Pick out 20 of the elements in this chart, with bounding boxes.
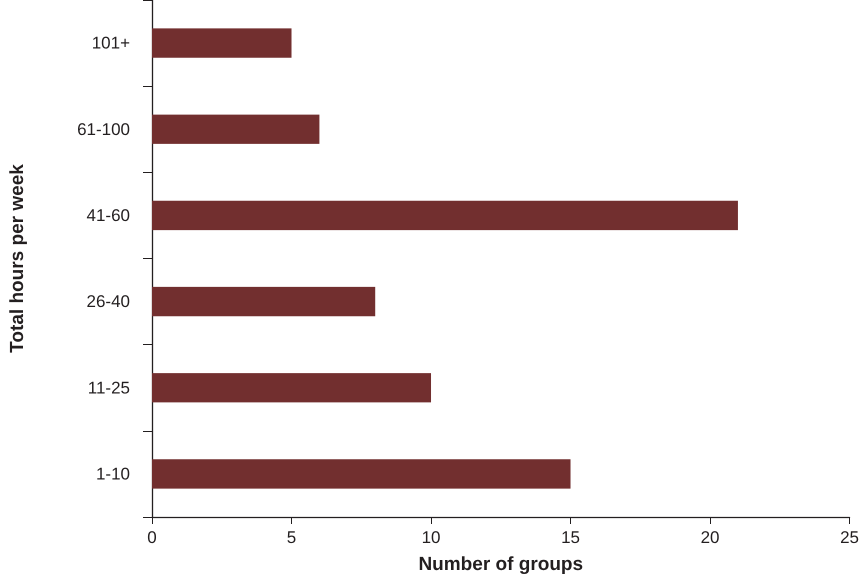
- x-tick-label: 10: [422, 528, 440, 547]
- y-tick-label: 11-25: [88, 378, 130, 398]
- y-tick-label: 26-40: [86, 292, 130, 312]
- x-tick-label: 15: [561, 528, 580, 547]
- bar: [152, 200, 738, 230]
- x-tick-label: 0: [147, 528, 157, 547]
- bar: [152, 114, 320, 144]
- bar: [152, 286, 376, 316]
- y-tick-label: 61-100: [77, 120, 130, 139]
- bar: [152, 28, 292, 58]
- y-axis-title: Total hours per week: [7, 164, 28, 353]
- bar: [152, 373, 432, 402]
- x-axis-title: Number of groups: [418, 554, 584, 575]
- x-tick-label: 20: [700, 528, 720, 547]
- bar: [152, 459, 571, 489]
- y-tick-label: 41-60: [86, 206, 130, 225]
- y-tick-label: 101+: [92, 34, 130, 53]
- x-tick-label: 5: [286, 528, 296, 547]
- x-tick-label: 25: [840, 528, 860, 547]
- y-tick-label: 1-10: [96, 464, 130, 484]
